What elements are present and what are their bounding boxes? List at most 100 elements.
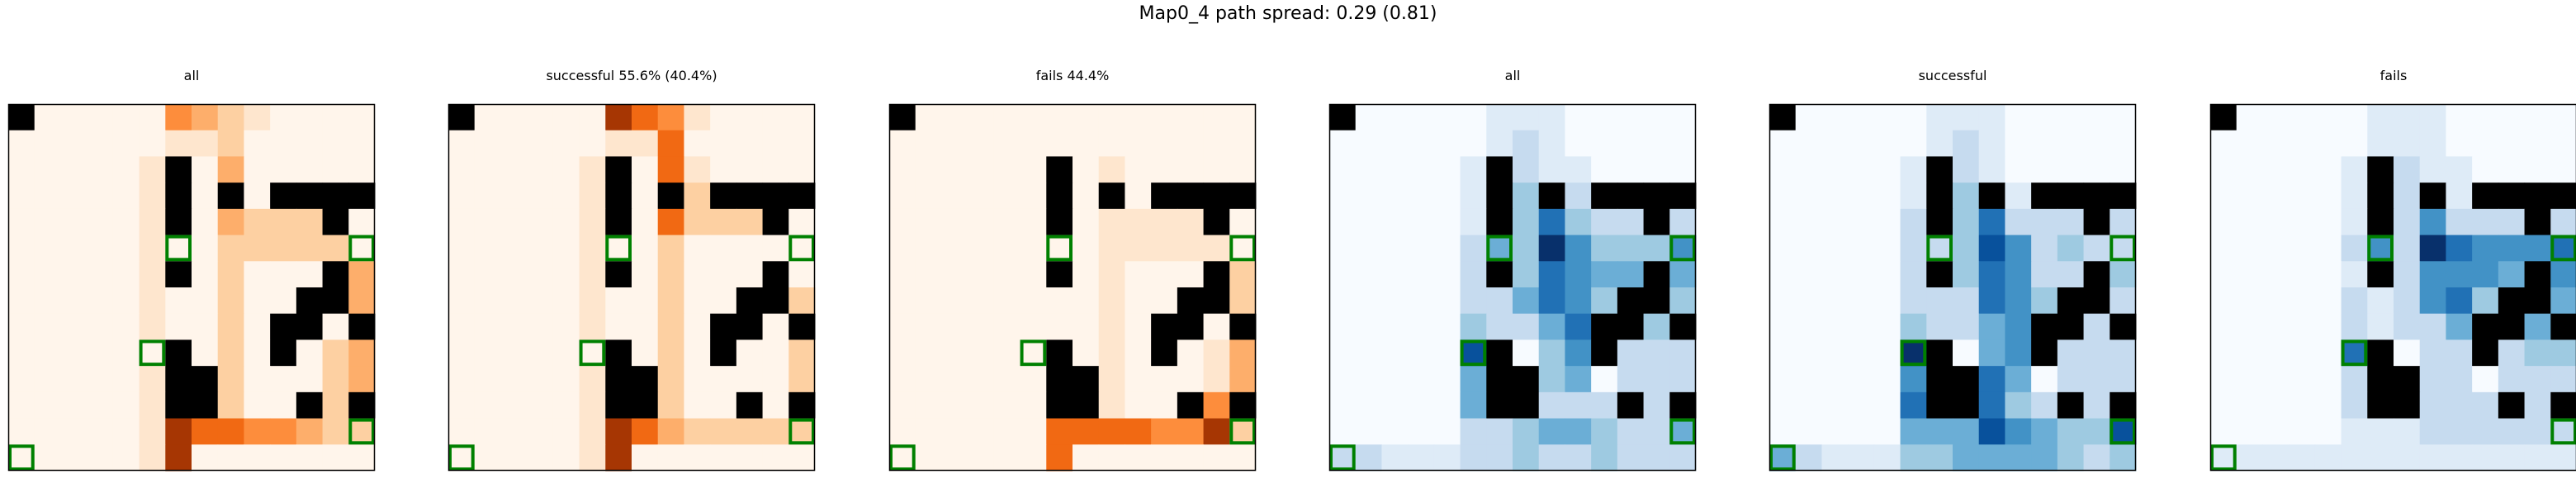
heat-cell — [632, 444, 659, 472]
heat-cell — [8, 418, 36, 445]
heat-cell — [1900, 287, 1927, 315]
heat-cell — [1926, 235, 1953, 262]
heat-cell — [1848, 366, 1875, 393]
heat-cell — [2341, 391, 2368, 420]
heat-cell — [527, 208, 554, 236]
heat-cell — [2419, 235, 2446, 262]
heat-cell — [2446, 261, 2473, 288]
heat-cell — [192, 339, 219, 367]
heat-cell — [1203, 391, 1230, 420]
heat-cell — [2367, 444, 2394, 472]
heat-cell — [139, 235, 166, 262]
heat-cell — [60, 130, 88, 157]
heat-cell — [1591, 104, 1618, 131]
heat-cell — [1203, 366, 1230, 393]
heat-cell — [2472, 366, 2499, 393]
goal-marker — [2341, 339, 2368, 367]
heat-cell — [657, 366, 684, 393]
heat-cell — [2236, 208, 2263, 236]
heat-cell — [710, 418, 737, 445]
heat-cell — [474, 156, 501, 183]
heat-cell — [1460, 418, 1487, 445]
heat-cell — [2289, 339, 2316, 367]
heat-cell — [1873, 156, 1901, 183]
wall-cell — [322, 183, 349, 210]
heat-cell — [941, 208, 968, 236]
heat-cell — [889, 444, 916, 472]
heat-cell — [1098, 156, 1125, 183]
heat-cell — [788, 444, 816, 472]
heat-cell — [34, 313, 61, 340]
heat-cell — [1381, 261, 1409, 288]
wall-cell — [605, 339, 632, 367]
wall-cell — [2472, 313, 2499, 340]
heat-cell — [552, 287, 580, 315]
heat-cell — [1177, 104, 1205, 131]
heat-cell — [1460, 261, 1487, 288]
heat-cell — [1177, 366, 1205, 393]
heat-cell — [1848, 208, 1875, 236]
heat-cell — [762, 313, 789, 340]
heat-cell — [2446, 366, 2473, 393]
heat-cell — [474, 130, 501, 157]
wall-cell — [1203, 261, 1230, 288]
heat-cell — [968, 444, 995, 472]
wall-cell — [1926, 339, 1953, 367]
heat-cell — [2394, 444, 2421, 472]
heat-cell — [1926, 313, 1953, 340]
heat-cell — [1125, 130, 1152, 157]
heat-cell — [2210, 287, 2237, 315]
heat-cell — [941, 183, 968, 210]
heat-cell — [993, 418, 1021, 445]
heat-cell — [2419, 366, 2446, 393]
wall-cell — [1203, 287, 1230, 315]
heat-cell — [1229, 156, 1257, 183]
heat-cell — [1229, 208, 1257, 236]
heat-cell — [915, 261, 942, 288]
wall-cell — [710, 339, 737, 367]
wall-cell — [605, 208, 632, 236]
heat-cell — [244, 339, 271, 367]
heat-cell — [657, 261, 684, 288]
heat-cell — [1953, 339, 1980, 367]
wall-cell — [1046, 156, 1073, 183]
heat-cell — [112, 208, 140, 236]
heat-cell — [915, 339, 942, 367]
heat-cell — [1460, 104, 1487, 131]
heat-cell — [762, 235, 789, 262]
heat-cell — [60, 444, 88, 472]
heat-cell — [1460, 313, 1487, 340]
wall-cell — [2210, 104, 2237, 131]
heat-cell — [296, 444, 324, 472]
heat-cell — [192, 313, 219, 340]
wall-cell — [1926, 261, 1953, 288]
heat-cell — [217, 391, 244, 420]
heat-cell — [684, 391, 711, 420]
heat-cell — [2394, 183, 2421, 210]
heat-cell — [579, 444, 606, 472]
heat-cell — [60, 235, 88, 262]
heat-cell — [552, 391, 580, 420]
heat-cell — [1020, 339, 1047, 367]
heat-cell — [1873, 418, 1901, 445]
heat-cell — [1669, 418, 1697, 445]
heat-cell — [2550, 208, 2576, 236]
wall-cell — [1177, 183, 1205, 210]
heat-cell — [993, 444, 1021, 472]
heat-cell — [2289, 208, 2316, 236]
goal-marker — [1020, 339, 1047, 367]
heat-cell — [322, 104, 349, 131]
heat-cell — [1953, 130, 1980, 157]
heat-cell — [968, 287, 995, 315]
heat-cell — [244, 444, 271, 472]
wall-cell — [296, 313, 324, 340]
heat-cell — [1381, 130, 1409, 157]
heat-cell — [2524, 156, 2551, 183]
heat-cell — [2031, 130, 2058, 157]
heat-cell — [2314, 313, 2342, 340]
heat-cell — [1769, 287, 1797, 315]
heat-cell — [2110, 104, 2137, 131]
heat-cell — [552, 104, 580, 131]
heat-cell — [139, 444, 166, 472]
heat-cell — [2236, 391, 2263, 420]
